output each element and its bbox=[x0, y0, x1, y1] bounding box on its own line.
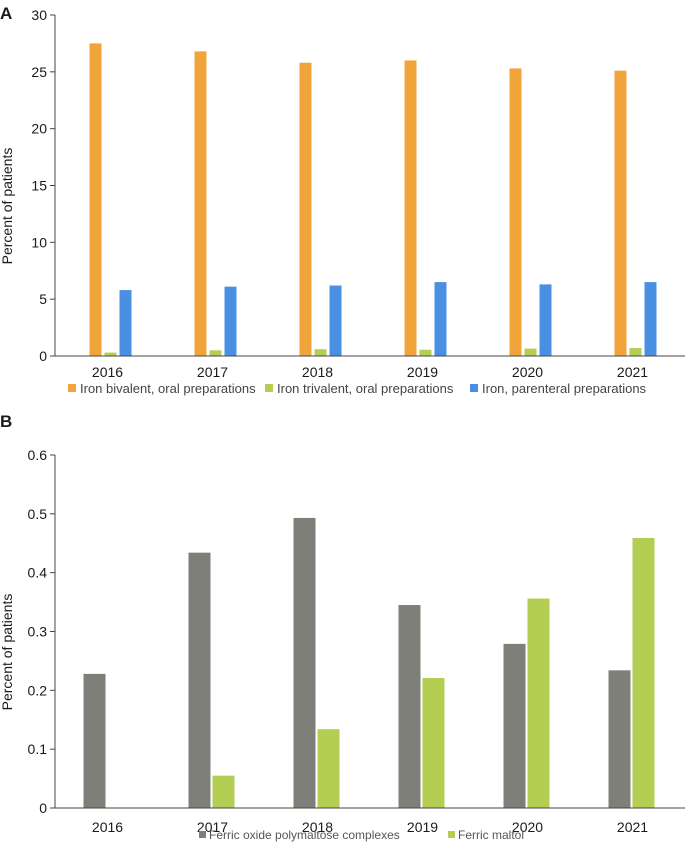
bar-a-series-2-2021 bbox=[644, 282, 657, 356]
y-tick-label: 0.5 bbox=[28, 506, 48, 522]
x-tick-label-2020: 2020 bbox=[512, 819, 543, 835]
x-tick-label-2018: 2018 bbox=[302, 364, 333, 380]
x-tick-label-2021: 2021 bbox=[617, 364, 648, 380]
y-tick-label: 10 bbox=[31, 234, 47, 250]
panel-b-label: B bbox=[0, 412, 12, 431]
x-tick-label-2018: 2018 bbox=[302, 819, 333, 835]
panel-a-x-ticks: 2016 2017 2018 2019 2020 2021 bbox=[92, 364, 648, 380]
bar-a-series-0-2019 bbox=[404, 60, 417, 356]
panel-a-y-ticks: 0 5 10 15 20 25 30 bbox=[31, 7, 55, 364]
y-tick-label: 0.3 bbox=[28, 624, 48, 640]
panel-b-bars bbox=[83, 517, 655, 808]
bar-a-series-0-2020 bbox=[509, 68, 522, 356]
panel-a-y-axis-label: Percent of patients bbox=[0, 148, 15, 265]
x-tick-label-2019: 2019 bbox=[407, 819, 438, 835]
bar-b-series-0-2020 bbox=[503, 643, 526, 808]
y-tick-label: 0.4 bbox=[28, 565, 48, 581]
bar-b-series-0-2017 bbox=[188, 552, 211, 808]
legend-label-ferric-maltol: Ferric maltol bbox=[458, 828, 524, 842]
x-tick-label-2020: 2020 bbox=[512, 364, 543, 380]
y-tick-label: 20 bbox=[31, 121, 47, 137]
x-tick-label-2016: 2016 bbox=[92, 819, 123, 835]
bar-a-series-1-2017 bbox=[209, 350, 222, 356]
bar-a-series-1-2018 bbox=[314, 349, 327, 356]
bar-b-series-1-2018 bbox=[317, 729, 340, 808]
panel-b-y-axis-label: Percent of patients bbox=[0, 594, 15, 711]
bar-a-series-2-2017 bbox=[224, 286, 237, 356]
bar-a-series-0-2017 bbox=[194, 51, 207, 357]
panel-a-legend: Iron bivalent, oral preparations Iron tr… bbox=[68, 381, 647, 396]
bar-a-series-1-2020 bbox=[524, 348, 537, 356]
legend-label-ferric-oxide: Ferric oxide polymaltose complexes bbox=[209, 828, 400, 842]
bar-b-series-0-2021 bbox=[608, 670, 631, 808]
legend-label-iron-parenteral: Iron, parenteral preparations bbox=[482, 381, 647, 396]
legend-swatch-iron-parenteral bbox=[470, 384, 478, 392]
bar-a-series-2-2018 bbox=[329, 285, 342, 356]
bar-a-series-0-2021 bbox=[614, 70, 627, 357]
bar-b-series-0-2016 bbox=[83, 673, 106, 808]
x-tick-label-2016: 2016 bbox=[92, 364, 123, 380]
y-tick-label: 0.1 bbox=[28, 741, 48, 757]
bar-a-series-1-2016 bbox=[104, 352, 117, 356]
legend-label-iron-trivalent: Iron trivalent, oral preparations bbox=[277, 381, 454, 396]
x-tick-label-2019: 2019 bbox=[407, 364, 438, 380]
x-tick-label-2021: 2021 bbox=[617, 819, 648, 835]
y-tick-label: 30 bbox=[31, 7, 47, 23]
bar-b-series-1-2017 bbox=[212, 775, 235, 808]
bar-b-series-1-2020 bbox=[527, 598, 550, 808]
y-tick-label: 15 bbox=[31, 178, 47, 194]
bar-a-series-1-2021 bbox=[629, 348, 642, 356]
x-tick-label-2017: 2017 bbox=[197, 364, 228, 380]
y-tick-label: 0.6 bbox=[28, 447, 48, 463]
legend-swatch-ferric-oxide bbox=[199, 831, 206, 838]
panel-b-x-ticks: 2016 2017 2018 2019 2020 2021 bbox=[92, 819, 648, 835]
bar-a-series-0-2016 bbox=[89, 43, 102, 357]
panel-b-legend: Ferric oxide polymaltose complexes Ferri… bbox=[199, 828, 524, 842]
y-tick-label: 0 bbox=[39, 800, 47, 816]
bar-b-series-1-2019 bbox=[422, 677, 445, 808]
panel-b-y-ticks: 0 0.1 0.2 0.3 0.4 0.5 0.6 bbox=[28, 447, 55, 816]
panel-a-label: A bbox=[0, 4, 12, 23]
bar-b-series-0-2018 bbox=[293, 517, 316, 808]
legend-swatch-iron-trivalent bbox=[265, 384, 273, 392]
bar-a-series-2-2020 bbox=[539, 284, 552, 356]
bar-a-series-2-2016 bbox=[119, 290, 132, 356]
bar-b-series-0-2019 bbox=[398, 605, 421, 808]
bar-a-series-2-2019 bbox=[434, 282, 447, 356]
y-tick-label: 0 bbox=[39, 348, 47, 364]
legend-swatch-ferric-maltol bbox=[448, 831, 455, 838]
y-tick-label: 5 bbox=[39, 291, 47, 307]
bar-a-series-0-2018 bbox=[299, 62, 312, 357]
y-tick-label: 25 bbox=[31, 64, 47, 80]
legend-swatch-iron-bivalent bbox=[68, 384, 76, 392]
bar-a-series-1-2019 bbox=[419, 349, 432, 356]
y-tick-label: 0.2 bbox=[28, 682, 48, 698]
bar-b-series-1-2021 bbox=[632, 537, 655, 808]
legend-label-iron-bivalent: Iron bivalent, oral preparations bbox=[80, 381, 256, 396]
panel-a-bars bbox=[89, 43, 657, 357]
